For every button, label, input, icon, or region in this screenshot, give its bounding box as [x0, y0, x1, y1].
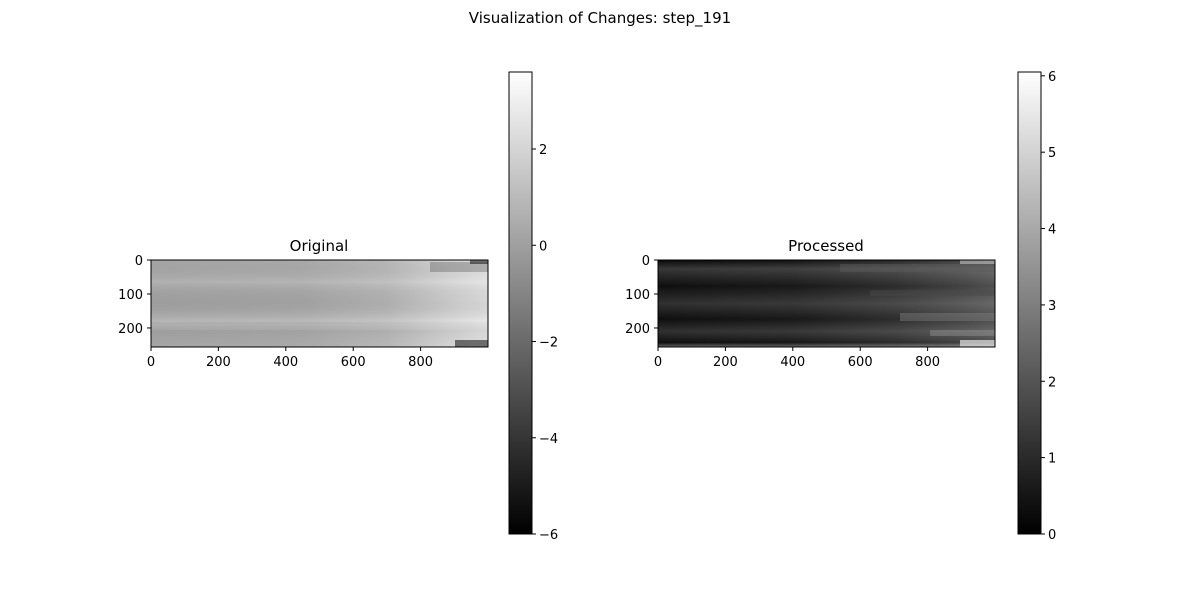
y-tick-label: 0 [135, 254, 143, 269]
colorbar-ticks-processed: 6 5 4 3 2 1 0 [1041, 70, 1056, 543]
y-axis-ticks-original: 0 100 200 [118, 254, 151, 337]
axes-frame-processed [657, 259, 996, 348]
x-axis-ticks-original: 0 200 400 600 800 [147, 347, 433, 370]
colorbar-processed: 6 5 4 3 2 1 0 [1017, 70, 1056, 543]
x-tick-label: 400 [273, 355, 298, 370]
y-tick-label: 200 [625, 322, 650, 337]
axes-frame-original [150, 259, 489, 348]
x-tick-label: 0 [654, 355, 662, 370]
x-tick-label: 800 [408, 355, 433, 370]
colorbar-tick-label: 1 [1048, 452, 1056, 467]
colorbar-ticks-original: 2 0 −2 −4 −6 [532, 143, 558, 543]
figure-suptitle: Visualization of Changes: step_191 [469, 9, 731, 28]
colorbar-tick-label: 2 [1048, 375, 1056, 390]
x-tick-label: 400 [780, 355, 805, 370]
heatmap-image-original [151, 260, 488, 347]
colorbar-tick-label: 4 [1048, 223, 1056, 238]
axes-title-original: Original [290, 237, 349, 255]
colorbar-tick-label: 3 [1048, 299, 1056, 314]
y-tick-label: 200 [118, 322, 143, 337]
x-tick-label: 600 [341, 355, 366, 370]
y-axis-ticks-processed: 0 100 200 [625, 254, 658, 337]
colorbar-tick-label: 0 [1048, 528, 1056, 543]
colorbar-tick-label: −6 [539, 528, 558, 543]
heatmap-image-processed [658, 260, 995, 347]
colorbar-original: 2 0 −2 −4 −6 [508, 71, 558, 543]
x-tick-label: 600 [848, 355, 873, 370]
x-tick-label: 200 [713, 355, 738, 370]
panel-original: Original 0 200 400 600 800 0 100 200 2 0 −2 −4 −6 [118, 71, 558, 543]
y-tick-label: 100 [625, 288, 650, 303]
colorbar-tick-label: 2 [539, 143, 547, 158]
y-tick-label: 0 [642, 254, 650, 269]
colorbar-tick-label: −2 [539, 336, 558, 351]
y-tick-label: 100 [118, 288, 143, 303]
x-tick-label: 0 [147, 355, 155, 370]
axes-title-processed: Processed [788, 237, 864, 255]
x-tick-label: 200 [206, 355, 231, 370]
colorbar-tick-label: 0 [539, 239, 547, 254]
colorbar-tick-label: −4 [539, 432, 558, 447]
x-tick-label: 800 [915, 355, 940, 370]
colorbar-tick-label: 6 [1048, 70, 1056, 85]
colorbar-tick-label: 5 [1048, 146, 1056, 161]
x-axis-ticks-processed: 0 200 400 600 800 [654, 347, 940, 370]
panel-processed: Processed 0 200 400 600 800 0 100 200 6 5 4 3 2 1 0 [625, 70, 1056, 543]
